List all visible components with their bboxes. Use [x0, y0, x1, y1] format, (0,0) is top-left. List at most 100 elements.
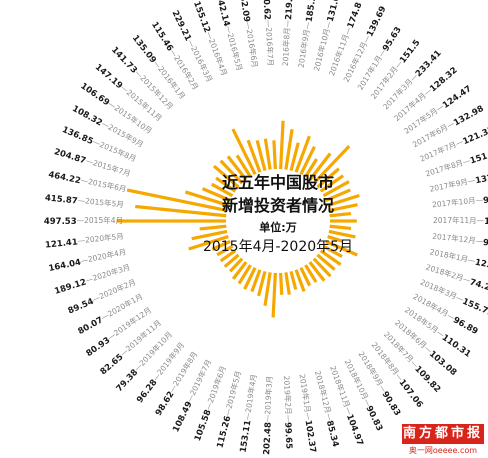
- bar-2018年3月: [325, 240, 358, 257]
- value-label: 90.83: [380, 390, 403, 418]
- bar-2017年7月: [325, 188, 351, 202]
- bar-label-2019年2月: 2019年2月—99.65: [280, 375, 295, 449]
- value-label: 105.58: [192, 408, 213, 442]
- label-connector: —: [393, 371, 405, 383]
- value-label: 153.11: [238, 419, 253, 453]
- label-connector: —: [393, 58, 405, 70]
- label-connector: —: [224, 25, 235, 35]
- month-label: 2017年11月: [433, 215, 477, 225]
- value-label: 121.41: [45, 237, 79, 250]
- month-label: 2017年8月: [424, 157, 464, 178]
- value-label: 109.82: [413, 364, 443, 395]
- month-label: 2017年12月: [432, 231, 476, 245]
- bar-2017年3月: [312, 144, 351, 185]
- month-label: 2018年2月: [425, 262, 465, 283]
- chart-date-range: 2015年4月-2020年5月: [203, 239, 353, 255]
- month-label: 2019年5月: [224, 370, 243, 410]
- value-label: 174.8: [345, 1, 364, 30]
- value-label: 95.63: [381, 25, 404, 53]
- label-connector: —: [462, 274, 472, 285]
- value-label: 497.53: [44, 217, 77, 227]
- label-connector: —: [475, 236, 484, 246]
- value-label: 90.83: [364, 404, 385, 433]
- label-connector: —: [80, 255, 90, 265]
- bar-2019年11月: [223, 253, 240, 268]
- label-connector: —: [167, 382, 179, 394]
- label-connector: —: [475, 195, 484, 205]
- bar-2017年9月: [328, 203, 358, 213]
- bar-label-2016年8月: 2016年8月—219.9: [280, 0, 295, 66]
- bar-2018年6月: [316, 253, 336, 271]
- month-label: 2016年5月: [226, 32, 245, 72]
- value-label: 185.38: [304, 0, 319, 23]
- bar-2017年6月: [322, 180, 350, 198]
- month-label: 2016年9月: [296, 28, 312, 68]
- bar-2019年1月: [284, 272, 291, 295]
- value-label: 189.12: [53, 277, 87, 296]
- value-label: 132.98: [452, 103, 486, 128]
- bar-2019年7月: [243, 266, 257, 290]
- label-connector: —: [284, 414, 293, 422]
- bar-2016年10月: [289, 142, 300, 172]
- bar-2015年8月: [201, 187, 231, 202]
- value-label: 464.22: [48, 169, 82, 185]
- bar-label-2017年12月: 2017年12月—97.23: [432, 231, 488, 250]
- value-label: 89.54: [66, 296, 95, 316]
- label-connector: —: [376, 47, 388, 59]
- label-connector: —: [467, 255, 477, 265]
- value-label: 132.69: [474, 169, 488, 185]
- label-connector: —: [323, 20, 334, 30]
- label-connector: —: [77, 196, 86, 206]
- bar-2017年12月: [329, 224, 352, 231]
- label-connector: —: [377, 383, 389, 395]
- value-label: 155.12: [192, 0, 213, 34]
- label-connector: —: [408, 71, 420, 83]
- label-connector: —: [119, 83, 131, 95]
- bar-2015年5月: [135, 204, 227, 218]
- bar-2019年9月: [231, 261, 248, 280]
- bar-2019年10月: [228, 257, 244, 273]
- value-label: 96.89: [451, 315, 479, 337]
- bar-label-2019年1月: 2019年1月—102.37: [296, 373, 319, 453]
- bar-2016年11月: [294, 135, 311, 173]
- label-connector: —: [91, 137, 102, 148]
- bar-2016年9月: [284, 129, 294, 170]
- logo-name: 南方都市报: [402, 424, 484, 444]
- value-label: 415.87: [44, 193, 78, 206]
- month-label: 2020年4月: [87, 246, 127, 264]
- label-connector: —: [107, 99, 119, 111]
- value-label: 135.09: [130, 33, 158, 65]
- label-connector: —: [446, 311, 457, 323]
- label-connector: —: [467, 175, 477, 185]
- label-connector: —: [223, 407, 234, 417]
- bar-2020年5月: [199, 224, 227, 231]
- label-connector: —: [283, 19, 292, 27]
- label-connector: —: [151, 371, 163, 383]
- label-connector: —: [303, 412, 313, 421]
- bar-2020年2月: [211, 240, 231, 251]
- month-label: 2015年7月: [92, 157, 132, 178]
- bar-2016年4月: [246, 139, 262, 173]
- value-label: 164.04: [48, 257, 82, 273]
- value-label: 151.5: [398, 38, 422, 65]
- bar-2016年12月: [299, 146, 316, 176]
- value-label: 202.48: [262, 422, 274, 455]
- value-label: 99.65: [283, 422, 294, 449]
- value-label: 110.31: [440, 332, 473, 359]
- bar-2020年3月: [188, 235, 229, 251]
- bar-2016年2月: [235, 154, 252, 178]
- bar-label-2019年4月: 153.11—2019年4月: [237, 373, 260, 453]
- chart-title-line1: 近五年中国股市: [222, 173, 334, 192]
- value-label: 108.32: [71, 103, 105, 128]
- bar-2017年11月: [330, 219, 357, 223]
- label-connector: —: [91, 293, 102, 304]
- bar-2015年7月: [184, 190, 229, 207]
- label-connector: —: [342, 25, 353, 36]
- month-label: 2015年6月: [87, 176, 127, 194]
- value-label: 85.34: [324, 419, 340, 448]
- label-connector: —: [409, 358, 421, 370]
- label-connector: —: [106, 330, 118, 342]
- label-connector: —: [84, 274, 94, 285]
- chart-title-line2: 新增投资者情况: [222, 196, 334, 215]
- bar-label-2017年10月: 2017年10月—96.47: [432, 191, 488, 210]
